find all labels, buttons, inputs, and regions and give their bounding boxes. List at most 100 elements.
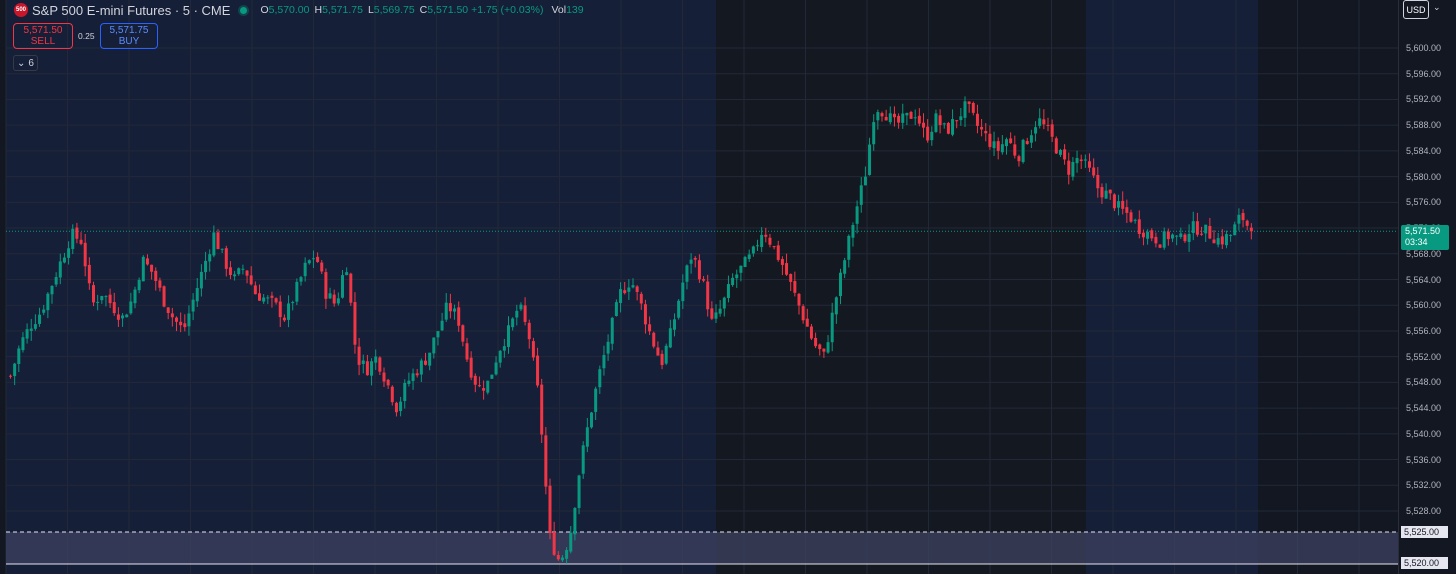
candle-body [137, 279, 141, 291]
candle-body [1241, 213, 1245, 221]
candle-body [1092, 167, 1096, 176]
chevron-down-icon: ⌄ [17, 57, 26, 69]
candle-body [498, 350, 502, 363]
candle-body [361, 360, 365, 364]
volume-value: 139 [566, 4, 584, 16]
candle-body [112, 302, 116, 314]
candle-body [266, 297, 270, 299]
candle-body [739, 265, 743, 273]
candle-body [834, 297, 838, 315]
candle-body [946, 122, 950, 134]
candle-body [884, 116, 888, 121]
buy-button[interactable]: 5,571.75 BUY [100, 23, 158, 49]
candle-body [710, 308, 714, 319]
candle-body [349, 273, 353, 303]
candle-body [133, 289, 137, 304]
symbol-title[interactable]: S&P 500 E-mini Futures · 5 · CME [32, 2, 231, 18]
candle-body [291, 302, 295, 304]
candle-body [199, 271, 203, 289]
candle-body [764, 234, 768, 237]
candle-body [656, 347, 660, 356]
candle-body [116, 314, 120, 320]
candle-body [502, 346, 506, 351]
support-zone [6, 532, 1398, 564]
candle-body [145, 258, 149, 265]
session-background [716, 0, 1086, 574]
candle-body [336, 298, 340, 304]
candle-body [1175, 235, 1179, 237]
candle-body [33, 324, 37, 329]
indicators-toggle[interactable]: ⌄ 6 [13, 55, 38, 71]
candle-body [83, 242, 87, 267]
candle-body [892, 113, 896, 118]
candle-body [299, 277, 303, 282]
candle-body [62, 257, 66, 263]
candle-body [386, 379, 390, 386]
candle-body [208, 254, 212, 262]
candle-body [992, 141, 996, 149]
candle-body [461, 325, 465, 342]
candle-body [544, 435, 548, 487]
sell-button[interactable]: 5,571.50 SELL [13, 23, 73, 49]
candle-body [664, 345, 668, 364]
candle-body [274, 298, 278, 303]
candle-body [258, 293, 261, 301]
candle-body [789, 274, 793, 282]
price-axis[interactable] [1398, 0, 1456, 574]
candle-body [623, 290, 627, 294]
candle-body [17, 348, 21, 364]
candle-body [1195, 221, 1199, 235]
candle-body [1220, 236, 1224, 245]
buy-label: BUY [118, 36, 140, 47]
candle-body [552, 531, 556, 555]
candle-body [1005, 139, 1008, 147]
zone-lower-label: 5,520.00 [1401, 557, 1448, 569]
candle-body [863, 176, 867, 186]
candle-body [565, 550, 569, 559]
candle-body [245, 270, 249, 276]
candle-body [353, 302, 357, 345]
candle-body [1179, 233, 1183, 237]
candle-body [876, 112, 880, 121]
candle-body [453, 308, 457, 312]
candle-body [179, 321, 183, 326]
candle-body [432, 337, 436, 354]
candle-body [378, 357, 382, 372]
chevron-down-icon[interactable]: ⌄ [1433, 2, 1441, 12]
candle-body [473, 375, 477, 385]
candle-body [1141, 232, 1145, 238]
candle-body [1208, 225, 1212, 239]
session-background [6, 0, 716, 574]
candle-body [843, 260, 847, 274]
candle-body [278, 301, 282, 318]
candle-body [685, 265, 689, 282]
change-value: +1.75 (+0.03%) [471, 4, 544, 16]
candle-body [590, 412, 593, 428]
currency-button[interactable]: USD [1403, 0, 1429, 19]
candle-body [486, 380, 490, 393]
candle-body [170, 313, 174, 318]
candle-body [577, 475, 581, 508]
candle-body [1125, 207, 1129, 213]
candle-body [673, 319, 676, 330]
candle-body [262, 297, 266, 302]
candle-body [411, 373, 415, 381]
price-tick-label: 5,528.00 [1406, 506, 1442, 516]
candle-body [1009, 138, 1013, 144]
candle-body [507, 325, 510, 347]
candle-body [1013, 144, 1017, 156]
price-tick-label: 5,592.00 [1406, 94, 1442, 105]
candle-body [38, 314, 42, 324]
candle-body [585, 427, 589, 447]
candle-body [1058, 149, 1062, 155]
candle-body [187, 313, 191, 327]
candle-body [1100, 187, 1104, 198]
candle-body [598, 369, 602, 388]
candle-body [444, 302, 448, 320]
candle-body [58, 261, 62, 278]
candle-body [905, 112, 909, 116]
candle-body [880, 113, 884, 117]
candle-body [718, 308, 722, 314]
